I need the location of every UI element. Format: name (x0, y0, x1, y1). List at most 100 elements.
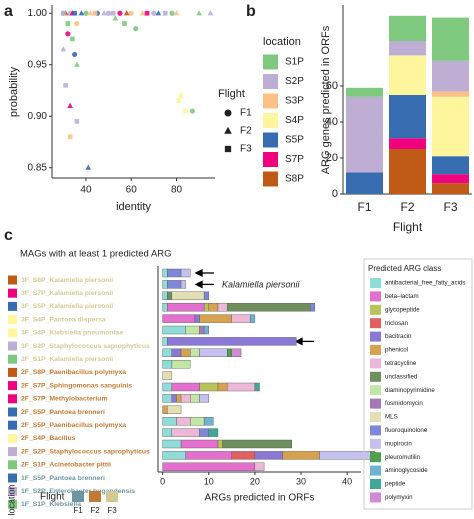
bar-segment (190, 394, 200, 403)
bar-segment (162, 314, 196, 323)
bar-segment (389, 55, 426, 95)
bar-segment (282, 451, 320, 460)
row-label: 2F_S4P_Bacillus (21, 435, 76, 442)
legend-swatch (370, 371, 381, 382)
legend-swatch (370, 465, 381, 476)
legend-label: MLS (385, 414, 398, 421)
row-label: 3F_S7P_Kalamiella piersonii (21, 290, 113, 297)
bar-segment (162, 428, 173, 437)
legend-swatch (263, 54, 278, 70)
bar-segment (199, 428, 209, 437)
legend-marker (224, 145, 232, 153)
point (101, 10, 107, 16)
point (105, 10, 112, 16)
point (60, 10, 66, 16)
legend-swatch (370, 412, 381, 422)
legend-swatch (370, 278, 381, 288)
point (72, 51, 78, 58)
location-swatch (8, 394, 17, 404)
legend-swatch (263, 93, 278, 109)
legend-title: Flight (218, 88, 245, 100)
bar-segment (167, 303, 205, 312)
bar-segment (199, 325, 205, 335)
point (173, 10, 180, 16)
bar-segment (162, 439, 182, 449)
chart-title: MAGs with at least 1 predicted ARG (20, 249, 172, 260)
bar-segment (432, 183, 469, 194)
location-swatch (8, 499, 17, 509)
legend-title: Flight (40, 492, 65, 503)
x-axis-label: Flight (393, 220, 423, 234)
point (87, 10, 94, 16)
legend-swatch (370, 479, 381, 489)
row-label: 3F_S5P_Kalamiella piersonii (21, 303, 113, 310)
bar-segment (185, 451, 233, 460)
bar-segment (162, 268, 168, 278)
bar-segment (199, 382, 219, 392)
x-tick-label: 40 (342, 476, 352, 486)
bar-segment (227, 303, 311, 312)
bar-segment (171, 360, 191, 369)
bar-segment (180, 268, 191, 278)
bar-segment (167, 291, 173, 300)
row-label: 2F_S7P_Sphingomonas sanguinis (21, 382, 132, 389)
legend-label: F1 (240, 108, 252, 119)
point (122, 21, 127, 26)
point (65, 31, 71, 37)
y-axis-label: probability (8, 66, 20, 117)
point (67, 134, 73, 140)
legend-label: fluoroquinolone (385, 427, 428, 434)
y-tick-label: 1.00 (28, 8, 48, 19)
legend-label: diaminopyrimidine (385, 387, 435, 394)
bar-segment (162, 405, 168, 414)
row-label: 3F_S1P_Kalamiella piersonii (21, 356, 113, 363)
row-label: 2F_S5P_Paenibacillus polymyxa (21, 422, 126, 429)
legend-swatch (370, 331, 381, 342)
legend-label: aminoglycoside (385, 467, 428, 474)
location-swatch (8, 407, 17, 417)
x-tick-label: 10 (204, 476, 214, 486)
arrows (194, 268, 314, 346)
bar-segment (162, 394, 173, 403)
location-swatch (8, 460, 17, 470)
bar-segment (227, 382, 256, 392)
bar-segment (389, 15, 426, 42)
point (169, 10, 175, 16)
point (144, 10, 150, 16)
bar-segment (208, 428, 219, 437)
x-tick-label: 60 (126, 185, 138, 196)
legend-swatch (263, 152, 278, 167)
bar-segment (199, 348, 228, 357)
y-tick-label: 0 (332, 188, 338, 200)
legend-label: F1 (73, 506, 83, 515)
bar-segment (171, 382, 200, 392)
legend-label: S5P (285, 135, 304, 146)
location-label: location (6, 484, 16, 515)
point (78, 10, 85, 16)
location-swatch (8, 433, 17, 443)
x-axis-label: ARGs predicted in ORFs (204, 493, 314, 504)
bar-segment (432, 91, 469, 97)
y-tick-label: 0.95 (28, 59, 48, 70)
bar-segment (319, 451, 371, 460)
legend-label: glycopeptide (385, 306, 420, 313)
point (117, 10, 123, 16)
bar-segment (167, 337, 297, 346)
bar-segment (162, 291, 168, 300)
bar-segment (162, 337, 168, 346)
legend-label: beta–lactam (385, 293, 419, 300)
bar-segment (346, 87, 383, 97)
bar-segment (250, 314, 256, 323)
bar-segment (180, 348, 191, 357)
point (207, 10, 214, 16)
point (162, 10, 168, 16)
y-tick-label: 40 (326, 116, 338, 128)
row-label: 1F_S1P_Klebsiella (21, 501, 81, 508)
row-label: 3F_S8P_Kalamiella piersonii (21, 277, 113, 284)
legend-label: polymyxin (385, 494, 413, 501)
bar-segment (231, 451, 256, 460)
bar-segment (389, 41, 426, 56)
bar-segment (167, 268, 182, 278)
legend-swatch (72, 491, 84, 502)
point (178, 93, 184, 98)
